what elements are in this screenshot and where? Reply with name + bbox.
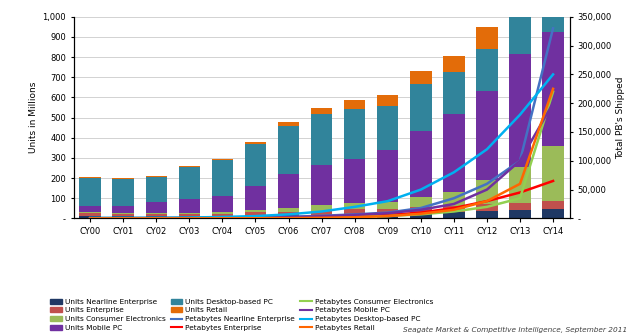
- Bar: [542, 209, 564, 218]
- Bar: [476, 49, 498, 91]
- Bar: [542, 146, 564, 201]
- Bar: [145, 213, 167, 214]
- Bar: [278, 208, 300, 212]
- Bar: [443, 212, 465, 218]
- Bar: [311, 205, 332, 211]
- Bar: [509, 167, 531, 203]
- Bar: [410, 84, 431, 131]
- Y-axis label: Total PB's Shipped: Total PB's Shipped: [616, 76, 625, 159]
- Bar: [509, 15, 531, 54]
- Bar: [179, 199, 200, 213]
- Bar: [476, 27, 498, 49]
- Bar: [344, 159, 365, 203]
- Bar: [443, 72, 465, 114]
- Bar: [311, 108, 332, 114]
- Bar: [542, 201, 564, 209]
- Bar: [212, 214, 233, 216]
- Bar: [476, 211, 498, 218]
- Bar: [311, 165, 332, 205]
- Bar: [179, 213, 200, 214]
- Bar: [278, 174, 300, 208]
- Bar: [311, 114, 332, 165]
- Bar: [377, 209, 399, 214]
- Bar: [145, 176, 167, 177]
- Bar: [79, 213, 101, 216]
- Bar: [410, 207, 431, 213]
- Bar: [79, 206, 101, 212]
- Bar: [443, 192, 465, 206]
- Bar: [244, 144, 266, 186]
- Text: Seagate Market & Competitive Intelligence, September 2011: Seagate Market & Competitive Intelligenc…: [403, 327, 627, 333]
- Bar: [476, 204, 498, 211]
- Bar: [79, 216, 101, 218]
- Bar: [212, 160, 233, 196]
- Bar: [542, 32, 564, 146]
- Bar: [509, 203, 531, 210]
- Bar: [509, 0, 531, 15]
- Bar: [377, 95, 399, 106]
- Bar: [542, 0, 564, 32]
- Bar: [179, 214, 200, 216]
- Bar: [113, 214, 134, 216]
- Bar: [113, 178, 134, 179]
- Bar: [410, 71, 431, 84]
- Bar: [344, 214, 365, 218]
- Bar: [79, 212, 101, 213]
- Bar: [344, 209, 365, 214]
- Bar: [410, 197, 431, 207]
- Bar: [212, 196, 233, 212]
- Bar: [113, 206, 134, 213]
- Bar: [113, 179, 134, 206]
- Bar: [278, 215, 300, 218]
- Bar: [443, 56, 465, 72]
- Y-axis label: Units in Millions: Units in Millions: [29, 82, 38, 153]
- Bar: [244, 186, 266, 210]
- Bar: [244, 210, 266, 212]
- Bar: [212, 216, 233, 218]
- Bar: [113, 216, 134, 218]
- Bar: [377, 214, 399, 218]
- Bar: [79, 177, 101, 178]
- Bar: [476, 91, 498, 180]
- Bar: [311, 215, 332, 218]
- Bar: [179, 167, 200, 199]
- Bar: [410, 213, 431, 218]
- Bar: [179, 216, 200, 218]
- Bar: [145, 216, 167, 218]
- Bar: [509, 210, 531, 218]
- Bar: [145, 214, 167, 216]
- Legend: Units Nearline Enterprise, Units Enterprise, Units Consumer Electronics, Units M: Units Nearline Enterprise, Units Enterpr…: [49, 297, 435, 332]
- Bar: [377, 202, 399, 209]
- Bar: [244, 215, 266, 218]
- Bar: [79, 178, 101, 206]
- Bar: [344, 203, 365, 209]
- Bar: [344, 109, 365, 159]
- Bar: [179, 166, 200, 167]
- Bar: [113, 213, 134, 214]
- Bar: [278, 212, 300, 215]
- Bar: [145, 177, 167, 202]
- Bar: [344, 100, 365, 109]
- Bar: [311, 211, 332, 215]
- Bar: [145, 202, 167, 213]
- Bar: [443, 114, 465, 192]
- Bar: [212, 212, 233, 214]
- Bar: [410, 131, 431, 197]
- Bar: [443, 206, 465, 212]
- Bar: [377, 106, 399, 150]
- Bar: [476, 180, 498, 204]
- Bar: [212, 159, 233, 160]
- Bar: [278, 126, 300, 174]
- Bar: [509, 54, 531, 167]
- Bar: [377, 150, 399, 202]
- Bar: [278, 122, 300, 126]
- Bar: [244, 212, 266, 215]
- Bar: [244, 142, 266, 144]
